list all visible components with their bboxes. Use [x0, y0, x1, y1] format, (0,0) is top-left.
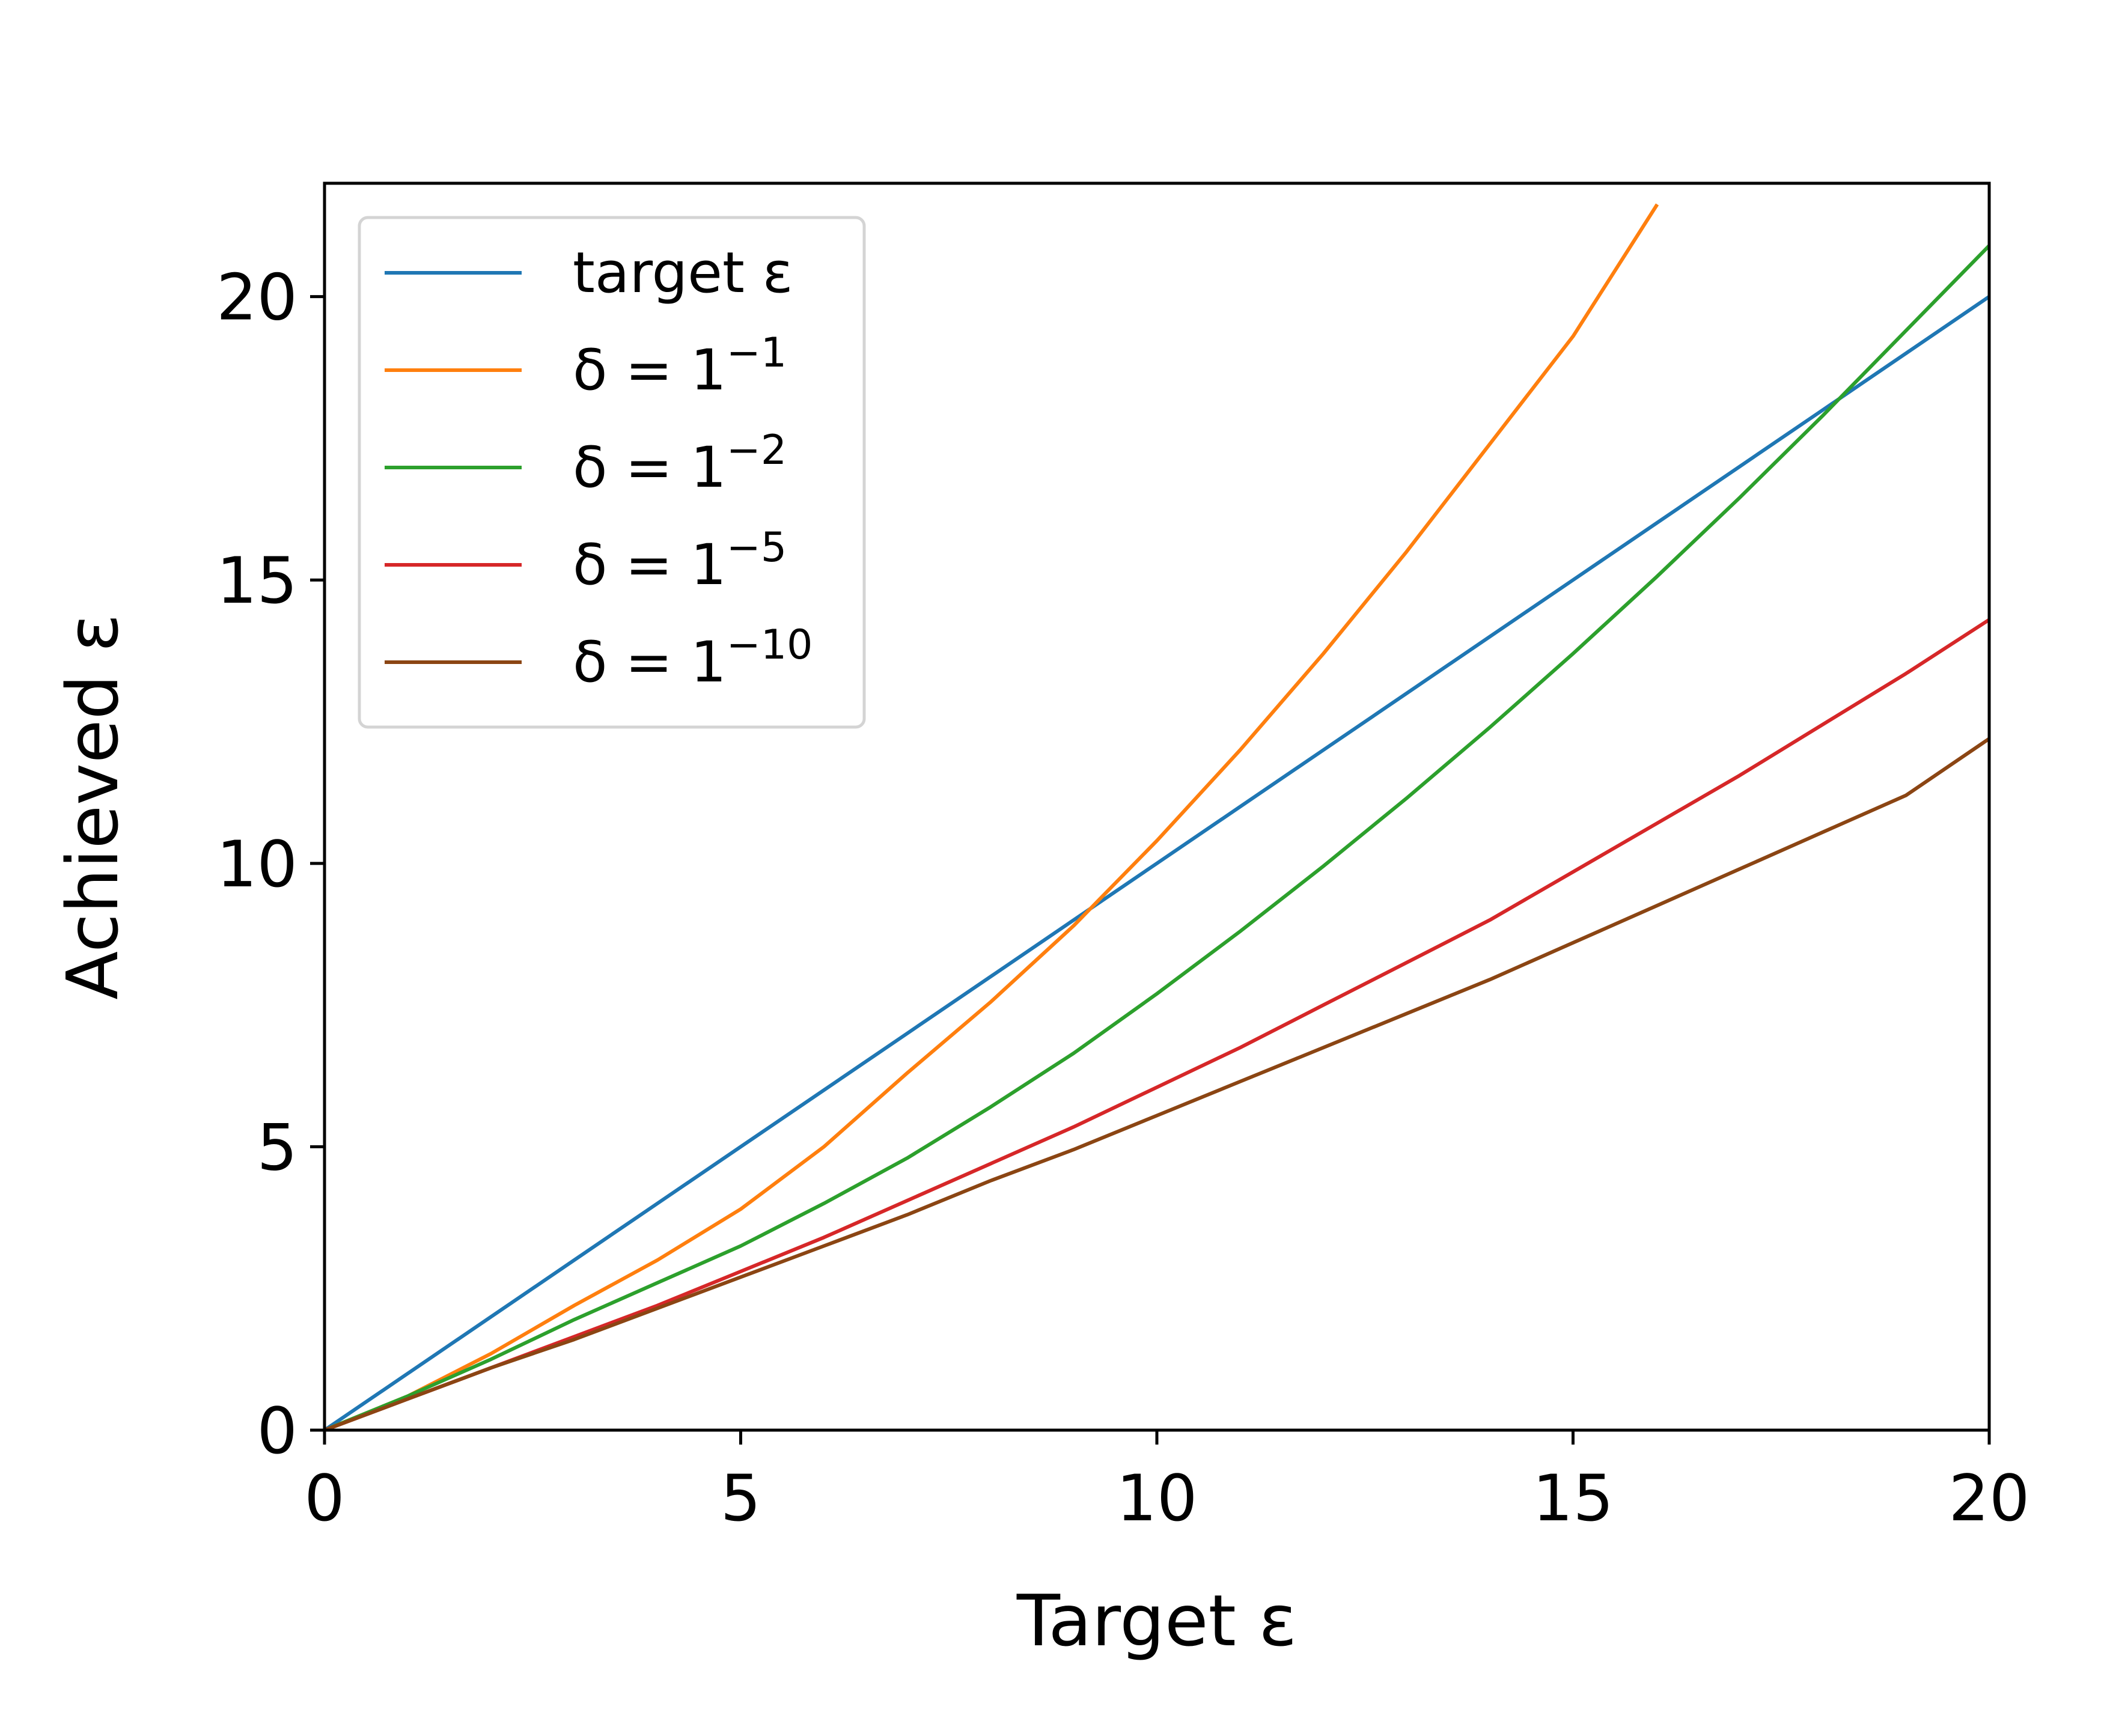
- y-tick-label: 5: [257, 1110, 297, 1184]
- x-tick-label: 20: [1949, 1461, 2030, 1535]
- y-tick-label: 15: [216, 544, 297, 618]
- legend-box: [358, 216, 866, 729]
- legend: target ε δ = 1−1 δ = 1−2 δ = 1−5 δ = 1−10: [358, 216, 866, 729]
- x-tick-label: 15: [1532, 1461, 1614, 1535]
- legend-label: δ = 1−5: [573, 524, 787, 598]
- axis-ticks: 0 5 10 15 20 0 5 10 15 20: [216, 261, 2029, 1535]
- series-line-3: [325, 243, 1989, 1430]
- x-tick-label: 10: [1117, 1461, 1198, 1535]
- legend-label: δ = 1−10: [573, 621, 813, 695]
- legend-label: target ε: [573, 240, 793, 306]
- legend-label: δ = 1−2: [573, 427, 787, 501]
- y-tick-label: 10: [216, 827, 297, 901]
- series-line-5: [325, 736, 1989, 1430]
- series-line-4: [325, 617, 1989, 1430]
- y-tick-label: 0: [257, 1394, 297, 1468]
- x-tick-label: 0: [304, 1461, 344, 1535]
- x-axis-label: Target ε: [1016, 1579, 1297, 1662]
- x-tick-label: 5: [721, 1461, 761, 1535]
- y-axis-label: Achieved ε: [51, 614, 134, 999]
- series-line-1: [325, 294, 1989, 1430]
- legend-label: δ = 1−1: [573, 329, 787, 403]
- y-tick-label: 20: [216, 261, 297, 335]
- series-line-2: [325, 203, 1659, 1430]
- series-layer: [325, 203, 1989, 1430]
